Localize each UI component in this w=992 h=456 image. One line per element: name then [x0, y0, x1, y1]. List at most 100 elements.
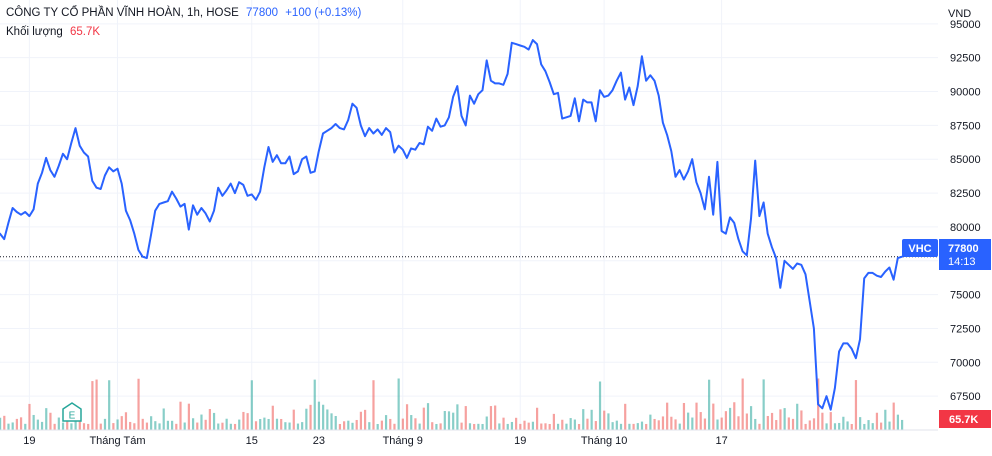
y-tick-label: 72500 [950, 323, 981, 335]
volume-bar [0, 417, 2, 430]
volume-bar [338, 423, 342, 430]
volume-bar [250, 380, 253, 430]
chart-grid [0, 0, 938, 430]
volume-bar [7, 423, 10, 430]
volume-bar [296, 423, 300, 430]
symbol-legend: CÔNG TY CỔ PHẦN VĨNH HOÀN, 1h, HOSE 7780… [6, 7, 362, 19]
volume-bar [19, 417, 23, 430]
x-tick-label: Tháng 9 [383, 435, 423, 447]
volume-bar [254, 421, 258, 430]
volume-bar [372, 380, 375, 430]
y-tick-label: 80000 [950, 222, 981, 234]
symbol-name: CÔNG TY CỔ PHẦN VĨNH HOÀN [6, 7, 181, 19]
volume-bar [3, 415, 6, 430]
volume-bar [347, 420, 350, 430]
volume-bar [141, 418, 144, 430]
volume-bar [196, 422, 199, 430]
volume-bar [666, 402, 669, 430]
volume-bar [166, 420, 170, 430]
volume-bar [645, 423, 648, 430]
y-tick-label: 70000 [950, 357, 981, 369]
volume-bar [884, 409, 887, 430]
volume-bar [519, 423, 522, 430]
volume-bar [762, 379, 765, 430]
volume-bar [829, 412, 832, 430]
y-tick-label: 87500 [950, 120, 981, 132]
volume-label: Khối lượng [6, 26, 63, 38]
volume-bar [582, 409, 585, 430]
volume-bar [225, 418, 228, 430]
volume-bar [850, 423, 853, 430]
volume-bar [204, 419, 207, 430]
volume-bar [506, 423, 509, 430]
volume-bar [78, 417, 81, 430]
volume-bar [405, 404, 409, 430]
volume-bar [82, 423, 86, 430]
volume-bar [510, 421, 514, 430]
volume-bar [880, 422, 883, 430]
volume-bar [783, 408, 786, 430]
volume-bar [901, 419, 904, 430]
volume-bar [590, 409, 593, 430]
volume-bar [410, 415, 413, 430]
x-tick-label: Tháng 10 [581, 435, 627, 447]
volume-bar [103, 418, 107, 430]
volume-bar [368, 422, 371, 430]
volume-bar [745, 413, 748, 430]
volume-bars [0, 378, 904, 430]
volume-bar [284, 422, 287, 430]
volume-bar [397, 378, 400, 430]
volume-bar [150, 416, 153, 430]
volume-bar [431, 422, 434, 430]
volume-bar [670, 416, 673, 430]
volume-bar [489, 406, 493, 430]
volume-bar [288, 422, 291, 430]
volume-bar [859, 417, 862, 430]
volume-bar [531, 421, 535, 430]
x-tick-label: 19 [514, 435, 526, 447]
y-tick-label: 90000 [950, 87, 981, 99]
volume-bar [452, 412, 455, 430]
volume-bar [536, 407, 539, 430]
volume-bar [74, 415, 77, 430]
y-tick-label: 67500 [950, 391, 981, 403]
volume-bar [498, 423, 501, 430]
volume-bar [481, 423, 484, 430]
y-tick-label: 92500 [950, 53, 981, 65]
volume-bar [91, 381, 94, 430]
volume-bar [758, 423, 761, 430]
x-tick-label: 17 [715, 435, 727, 447]
volume-bar [603, 410, 606, 430]
volume-bar [70, 423, 73, 430]
volume-bar [439, 423, 442, 430]
volume-bar [565, 423, 568, 430]
volume-bar [292, 409, 295, 430]
volume-bar [825, 423, 828, 430]
volume-bar [363, 409, 367, 430]
volume-value: 65.7K [70, 26, 101, 38]
volume-bar [573, 419, 576, 430]
volume-bar [640, 421, 644, 430]
volume-bar [875, 412, 879, 430]
volume-bar [812, 418, 816, 430]
volume-bar [49, 412, 52, 430]
volume-bar [32, 414, 35, 430]
y-tick-label: 75000 [950, 290, 981, 302]
volume-bar [821, 412, 824, 430]
volume-bar [712, 403, 715, 430]
volume-bar [212, 412, 216, 430]
y-tick-label: 82500 [950, 188, 981, 200]
volume-bar [561, 419, 564, 430]
volume-bar [275, 418, 279, 430]
volume-bar [171, 420, 174, 430]
earnings-event-marker[interactable]: E [62, 402, 82, 422]
volume-bar [305, 408, 308, 430]
symbol-tag: VHC [902, 239, 938, 257]
volume-bar [162, 408, 165, 430]
volume-bar [221, 422, 224, 430]
volume-bar [649, 414, 652, 430]
volume-bar [494, 405, 497, 430]
volume-bar [523, 420, 526, 430]
volume-bar [653, 418, 656, 430]
